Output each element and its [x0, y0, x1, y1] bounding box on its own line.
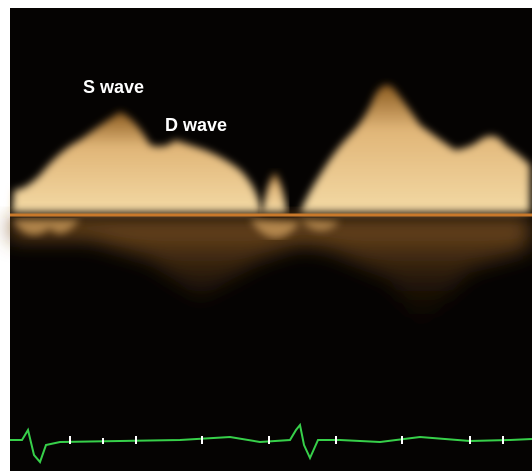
- reverse-flow: [10, 218, 530, 330]
- ecg-ticks: [69, 436, 504, 444]
- forward-flow-small: [262, 172, 287, 212]
- forward-flow-1: [12, 112, 262, 212]
- d-wave-label: D wave: [165, 115, 227, 135]
- forward-flow-2: [300, 85, 530, 212]
- ecg-trace: [10, 422, 532, 464]
- s-wave-label: S wave: [83, 77, 144, 97]
- reverse-flow-core: [12, 220, 340, 239]
